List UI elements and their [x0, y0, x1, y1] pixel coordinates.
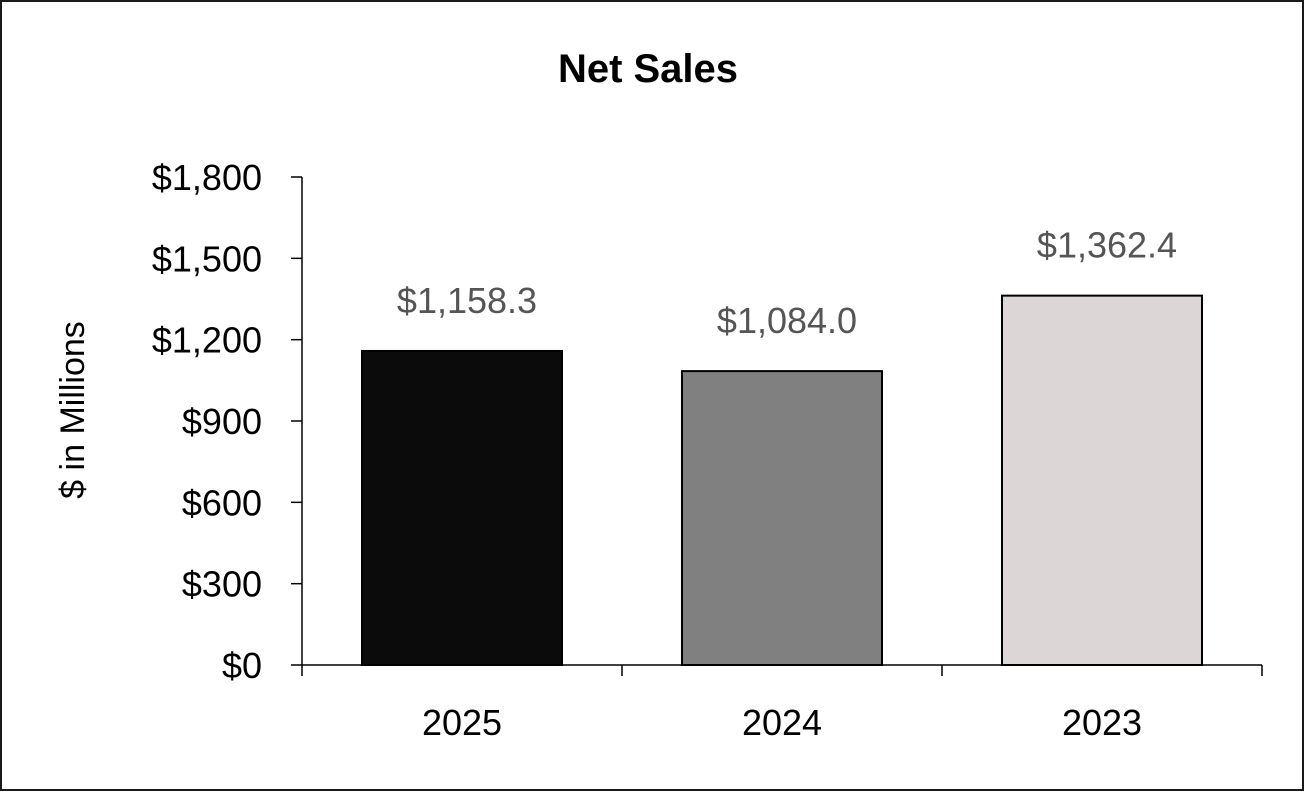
- y-axis-label: $ in Millions: [54, 321, 92, 499]
- data-label-2025: $1,158.3: [397, 280, 537, 321]
- x-axis: 2025 2024 2023: [301, 664, 1263, 743]
- y-axis: $0 $300 $600 $900 $1,200 $1,500 $1,800: [152, 157, 303, 686]
- data-labels: $1,158.3 $1,084.0 $1,362.4: [397, 225, 1177, 341]
- data-label-2024: $1,084.0: [717, 300, 857, 341]
- y-tick-label: $300: [182, 564, 262, 605]
- y-tick-label: $1,500: [152, 238, 262, 279]
- data-label-2023: $1,362.4: [1037, 225, 1177, 266]
- y-tick-label: $600: [182, 482, 262, 523]
- bar-2024: [681, 370, 883, 666]
- bar-2025: [361, 349, 563, 666]
- bar-2023: [1001, 294, 1203, 666]
- y-tick-label: $1,800: [152, 157, 262, 198]
- x-tick-label: 2025: [422, 702, 502, 743]
- y-tick-label: $900: [182, 401, 262, 442]
- chart-title: Net Sales: [558, 47, 738, 91]
- x-tick-label: 2023: [1062, 702, 1142, 743]
- y-tick-label: $0: [222, 645, 262, 686]
- bars: [361, 294, 1203, 666]
- y-tick-label: $1,200: [152, 320, 262, 361]
- x-tick-label: 2024: [742, 702, 822, 743]
